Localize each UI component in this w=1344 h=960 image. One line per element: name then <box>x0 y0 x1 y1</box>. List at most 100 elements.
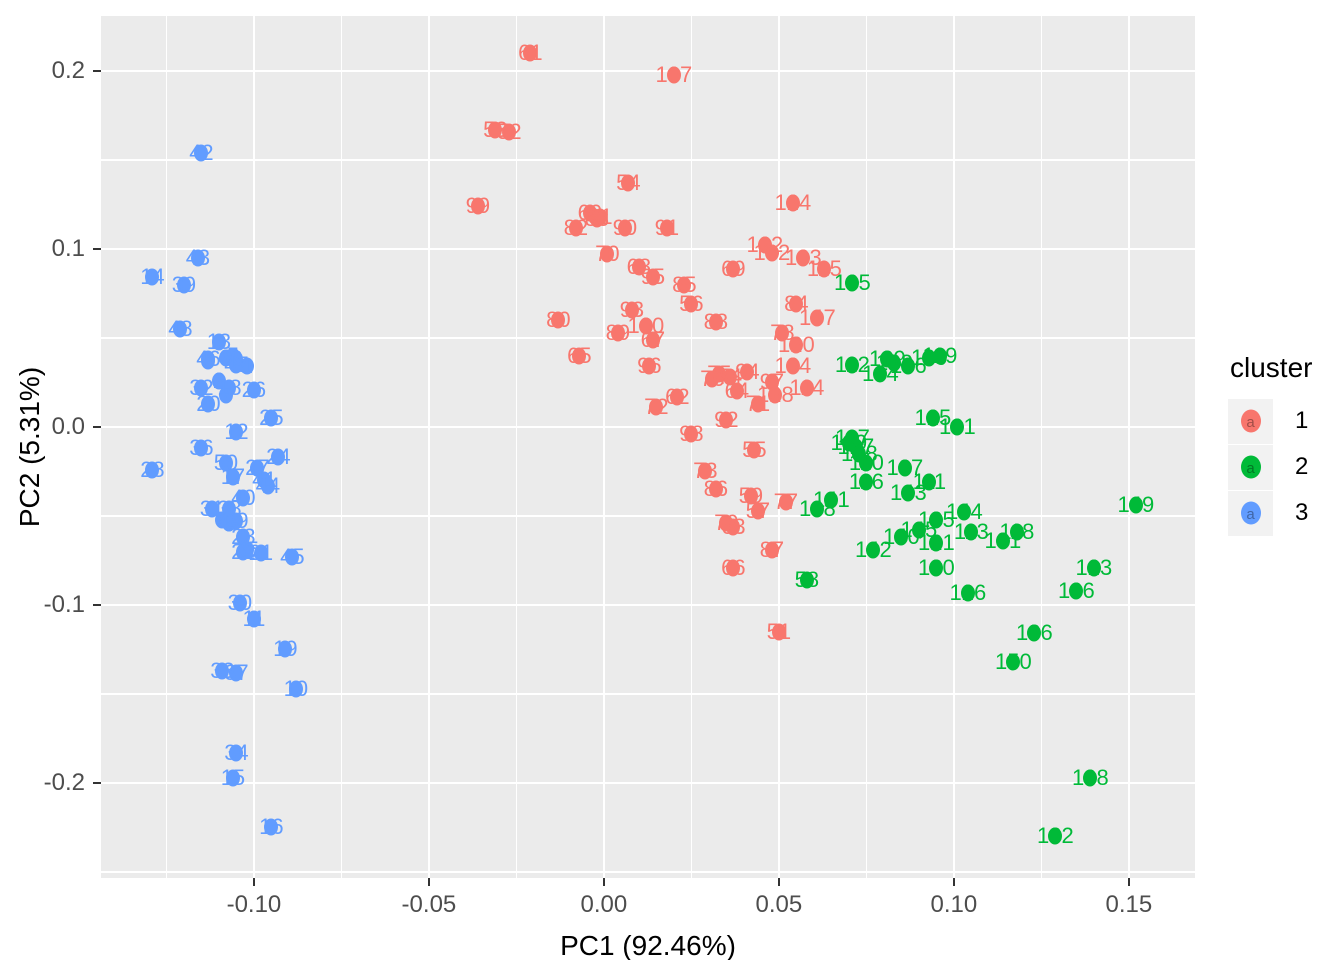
point-label: 96 <box>637 353 662 379</box>
legend-label: 1 <box>1295 407 1309 434</box>
point-label: 145 <box>900 517 938 543</box>
x-minor-gridline <box>340 16 342 878</box>
y-tick-label: 0.2 <box>51 56 85 84</box>
data-point <box>271 448 286 466</box>
x-minor-gridline <box>1040 16 1042 878</box>
y-tick-label: -0.1 <box>43 590 85 618</box>
y-tick-mark <box>93 247 101 250</box>
data-point <box>929 534 944 552</box>
legend-point-icon <box>1240 409 1261 433</box>
point-label: 137 <box>886 454 924 480</box>
data-point <box>705 370 720 388</box>
point-label: 62 <box>665 383 690 409</box>
data-point <box>845 274 860 292</box>
legend-text-glyph: a <box>1246 459 1255 477</box>
y-tick-mark <box>93 603 101 606</box>
point-label: 12 <box>224 419 249 445</box>
data-point <box>222 514 237 532</box>
legend-text-glyph: a <box>1246 413 1255 431</box>
point-label: 50 <box>213 449 239 475</box>
point-label: 7 <box>219 381 233 407</box>
data-point <box>750 502 765 520</box>
point-label: 85 <box>672 271 697 297</box>
y-tick-label: -0.2 <box>43 768 85 796</box>
legend-entry-cluster-1: a 1 <box>1228 398 1312 444</box>
point-label: 10 <box>283 675 309 701</box>
point-label: 129 <box>869 346 906 372</box>
point-label: 108 <box>1072 764 1109 790</box>
point-label: 115 <box>806 255 842 281</box>
data-point <box>866 541 881 559</box>
x-minor-gridline <box>165 16 168 878</box>
point-label: 86 <box>703 476 729 502</box>
x-tick-mark <box>252 878 255 886</box>
y-minor-gridline <box>101 871 1195 873</box>
point-label: 22 <box>231 538 256 564</box>
point-label: 6 <box>230 346 243 372</box>
data-point <box>670 388 685 406</box>
data-point <box>253 544 268 562</box>
point-label: 74 <box>717 364 743 390</box>
point-label: 61 <box>518 40 543 66</box>
point-label: 133 <box>876 349 913 375</box>
point-label: 79 <box>714 510 739 536</box>
point-label: 123 <box>1075 554 1113 580</box>
data-point <box>190 249 205 267</box>
legend-key-cluster-2: a <box>1228 444 1273 490</box>
legend-key-cluster-1: a <box>1228 398 1273 444</box>
point-label: 138 <box>841 440 878 466</box>
legend-point-icon <box>1240 501 1261 525</box>
data-point <box>176 276 191 294</box>
point-label: 92 <box>714 406 739 432</box>
x-tick-label: -0.10 <box>226 891 282 918</box>
data-point <box>1083 769 1098 787</box>
point-label: 119 <box>922 342 958 368</box>
data-point <box>194 439 209 457</box>
data-point <box>145 268 160 286</box>
data-point <box>589 210 604 228</box>
point-label: 4 <box>202 348 215 374</box>
data-point <box>1069 582 1084 600</box>
data-point <box>750 395 765 413</box>
point-label: 102 <box>753 239 791 265</box>
point-label: 76 <box>700 365 725 391</box>
data-point <box>684 425 699 443</box>
point-label: 38 <box>217 495 242 521</box>
point-label: 66 <box>721 554 746 580</box>
point-label: 19 <box>273 636 298 662</box>
point-label: 81 <box>588 203 613 229</box>
point-label: 110 <box>848 449 884 475</box>
point-label: 33 <box>210 657 235 683</box>
data-point <box>764 541 779 559</box>
point-label: 88 <box>703 308 729 334</box>
data-point <box>229 744 244 762</box>
data-point <box>523 44 538 62</box>
point-label: 98 <box>679 421 704 447</box>
data-point <box>551 311 566 329</box>
data-point <box>239 357 254 375</box>
data-point <box>194 144 209 162</box>
data-point <box>236 489 251 507</box>
data-point <box>743 487 758 505</box>
x-major-gridline <box>602 16 605 878</box>
y-major-gridline <box>101 69 1195 73</box>
data-point <box>502 123 517 140</box>
data-point <box>264 409 279 427</box>
data-point <box>964 523 979 541</box>
x-tick-mark <box>952 878 955 886</box>
data-point <box>621 174 636 192</box>
point-label: 100 <box>627 312 665 338</box>
point-label: 60 <box>577 200 603 226</box>
data-point <box>708 313 723 331</box>
data-point <box>1009 523 1024 541</box>
data-point <box>771 623 786 641</box>
point-label: 113 <box>953 518 989 544</box>
data-point <box>698 462 713 480</box>
point-label: 13 <box>206 328 232 354</box>
point-label: 105 <box>834 269 871 295</box>
point-label: 134 <box>774 353 812 379</box>
point-label: 90 <box>612 214 638 240</box>
point-label: 47 <box>224 351 249 377</box>
point-label: 103 <box>785 244 822 270</box>
point-label: 69 <box>721 255 746 281</box>
